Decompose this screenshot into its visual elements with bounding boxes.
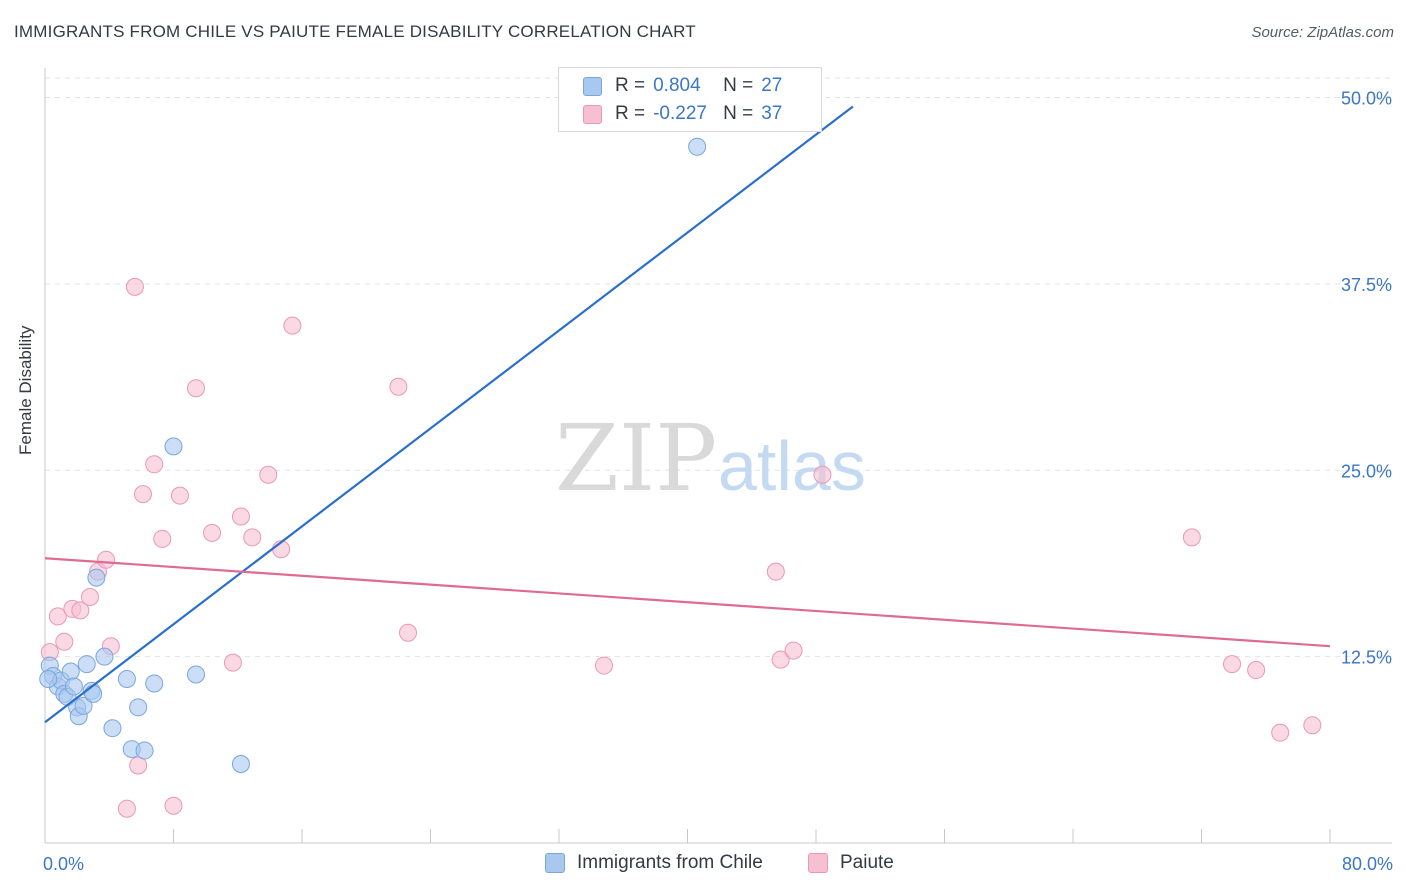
paiute-point[interactable] [223, 653, 242, 672]
paiute-point[interactable] [186, 379, 205, 398]
chile-point[interactable] [129, 698, 148, 717]
series-swatch-paiute [808, 853, 828, 873]
paiute-point[interactable] [813, 465, 832, 484]
legend-swatch-paiute [583, 104, 602, 124]
paiute-point[interactable] [243, 528, 262, 547]
paiute-point[interactable] [1271, 723, 1290, 742]
paiute-point[interactable] [80, 587, 99, 606]
x-tick-label: 0.0% [43, 854, 84, 874]
y-tick-label: 37.5% [1341, 275, 1392, 295]
chile-point[interactable] [145, 674, 164, 693]
legend-r-value: 0.804 [653, 75, 701, 96]
chile-point[interactable] [688, 137, 707, 156]
gridlines [45, 77, 1392, 658]
paiute-point[interactable] [203, 523, 222, 542]
series-swatch-chile [545, 853, 565, 873]
chile-point[interactable] [164, 437, 183, 456]
chile-point[interactable] [186, 665, 205, 684]
legend-r-label: R = [615, 103, 646, 124]
paiute-point[interactable] [170, 486, 189, 505]
legend-swatch-chile [583, 76, 602, 96]
paiute-point[interactable] [1247, 661, 1266, 680]
chile-point[interactable] [103, 719, 122, 738]
legend-n-value: 37 [761, 103, 783, 124]
legend-n-value: 27 [761, 75, 783, 96]
paiute-point[interactable] [48, 607, 67, 626]
legend-n-label: N = [723, 103, 754, 124]
y-tick-label: 25.0% [1341, 461, 1392, 481]
y-tick-label: 12.5% [1341, 648, 1392, 668]
chile-point[interactable] [135, 741, 154, 760]
chile-point[interactable] [61, 662, 80, 681]
paiute-point[interactable] [784, 641, 803, 660]
paiute-point[interactable] [153, 529, 172, 548]
chile-point[interactable] [77, 655, 96, 674]
chile-point[interactable] [117, 669, 136, 688]
paiute-point[interactable] [283, 316, 302, 335]
chile-point[interactable] [74, 696, 93, 715]
paiute-point[interactable] [231, 507, 250, 526]
source-label: Source: ZipAtlas.com [1251, 24, 1394, 41]
paiute-point[interactable] [594, 656, 613, 675]
paiute-point[interactable] [117, 799, 136, 818]
paiute-point[interactable] [125, 277, 144, 296]
correlation-legend: R = 0.804 N = 27 R = -0.227 N = 37 [558, 67, 822, 132]
legend-row-chile: R = 0.804 N = 27 [583, 73, 782, 99]
paiute-trend-line [44, 557, 1331, 648]
paiute-point[interactable] [389, 377, 408, 396]
x-tick-label: 80.0% [1342, 854, 1393, 874]
paiute-point[interactable] [55, 632, 74, 651]
chile-point[interactable] [39, 669, 58, 688]
y-tick-label: 50.0% [1341, 89, 1392, 109]
paiute-point[interactable] [399, 623, 418, 642]
paiute-point[interactable] [145, 455, 164, 474]
y-axis-label: Female Disability [16, 325, 35, 455]
paiute-point[interactable] [766, 562, 785, 581]
paiute-point[interactable] [97, 550, 116, 569]
legend-row-paiute: R = -0.227 N = 37 [583, 101, 782, 127]
legend-n-label: N = [723, 75, 754, 96]
axes [44, 68, 1392, 844]
chart-title: IMMIGRANTS FROM CHILE VS PAIUTE FEMALE D… [14, 22, 696, 41]
paiute-point[interactable] [71, 601, 90, 620]
chile-trend-line [44, 105, 854, 724]
paiute-point[interactable] [1223, 655, 1242, 674]
series-legend-label: Immigrants from Chile [577, 852, 763, 873]
paiute-point[interactable] [771, 650, 790, 669]
paiute-point[interactable] [164, 796, 183, 815]
chile-point[interactable] [95, 647, 114, 666]
paiute-point[interactable] [1182, 528, 1201, 547]
series-legend: Immigrants from Chile Paiute [0, 852, 1406, 878]
watermark-atlas: atlas [718, 427, 866, 505]
paiute-point[interactable] [129, 756, 148, 775]
watermark-zip: ZIP [555, 405, 717, 512]
series-legend-paiute[interactable]: Paiute [808, 852, 894, 874]
chile-point[interactable] [84, 684, 103, 703]
chile-point[interactable] [64, 677, 83, 696]
paiute-point[interactable] [1303, 716, 1322, 735]
paiute-point[interactable] [259, 465, 278, 484]
series-legend-chile[interactable]: Immigrants from Chile [545, 852, 763, 874]
series-legend-label: Paiute [840, 852, 894, 873]
legend-r-value: -0.227 [653, 103, 707, 124]
legend-r-label: R = [615, 75, 646, 96]
chile-point[interactable] [87, 568, 106, 587]
paiute-point[interactable] [133, 485, 152, 504]
chile-point[interactable] [231, 754, 250, 773]
